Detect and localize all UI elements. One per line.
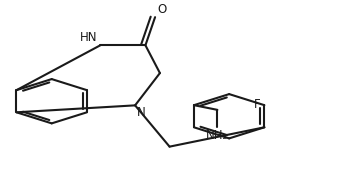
Text: NH₂: NH₂ [206, 129, 228, 142]
Text: N: N [137, 106, 146, 119]
Text: O: O [158, 3, 167, 16]
Text: HN: HN [80, 31, 98, 44]
Text: F: F [254, 98, 261, 111]
